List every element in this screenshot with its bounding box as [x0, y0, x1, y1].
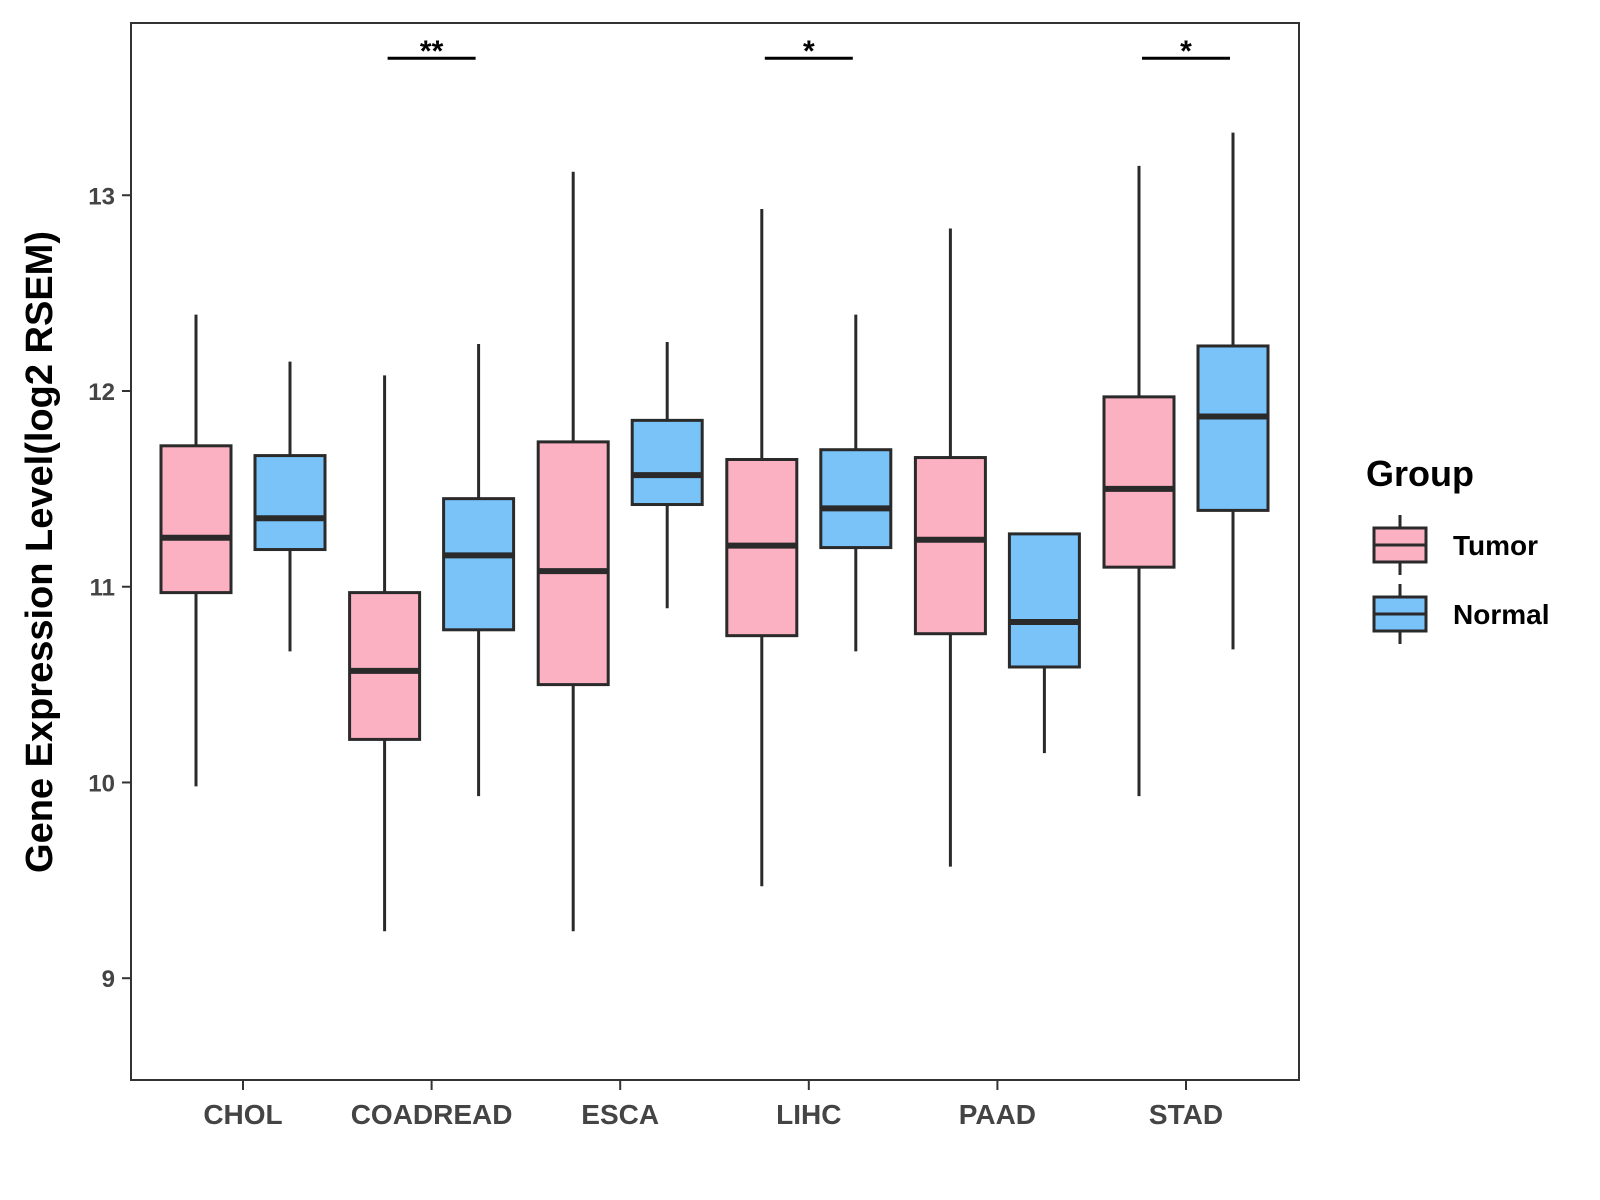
y-axis: 9 10 11 12 13 — [88, 183, 131, 993]
legend-item-normal: Normal — [1372, 584, 1549, 644]
box-tumor-lihc — [725, 208, 799, 887]
y-tick-label: 13 — [88, 183, 115, 210]
x-tick-label-esca: ESCA — [581, 1099, 659, 1130]
box-series — [159, 132, 1270, 932]
significance-label: ** — [420, 35, 444, 68]
box-tumor-coadread — [348, 375, 422, 932]
x-tick-label-chol: CHOL — [203, 1099, 282, 1130]
legend-label: Tumor — [1453, 530, 1538, 561]
box-body — [253, 454, 327, 552]
x-tick-label-lihc: LIHC — [776, 1099, 841, 1130]
legend-title: Group — [1366, 453, 1474, 494]
legend: Group Tumor Normal — [1366, 453, 1549, 644]
box-normal-coadread — [442, 344, 516, 797]
box-body — [348, 591, 422, 741]
box-body — [819, 448, 893, 550]
box-body — [1196, 344, 1270, 512]
box-normal-esca — [630, 342, 704, 609]
box-body — [159, 444, 233, 595]
y-tick-label: 12 — [88, 379, 115, 406]
significance-label: * — [803, 35, 815, 68]
legend-label: Normal — [1453, 599, 1549, 630]
box-body — [442, 497, 516, 632]
box-body — [1007, 532, 1081, 669]
box-body — [536, 440, 610, 687]
box-normal-lihc — [819, 314, 893, 652]
box-body — [913, 456, 987, 636]
box-normal-chol — [253, 361, 327, 652]
box-normal-stad — [1196, 132, 1270, 650]
significance-annotations: ** * * — [387, 35, 1230, 68]
box-tumor-esca — [536, 171, 610, 932]
box-tumor-chol — [159, 314, 233, 787]
y-tick-label: 9 — [102, 966, 115, 993]
y-axis-title: Gene Expression Level(log2 RSEM) — [19, 231, 61, 873]
y-tick-label: 10 — [88, 770, 115, 797]
box-tumor-paad — [913, 228, 987, 867]
x-tick-label-coadread: COADREAD — [351, 1099, 513, 1130]
x-tick-label-stad: STAD — [1149, 1099, 1223, 1130]
x-axis: CHOL COADREAD ESCA LIHC PAAD STAD — [203, 1080, 1223, 1130]
box-normal-paad — [1007, 532, 1081, 754]
y-tick-label: 11 — [90, 575, 115, 602]
box-body — [630, 418, 704, 507]
significance-label: * — [1180, 35, 1192, 68]
box-body — [1102, 395, 1176, 569]
box-tumor-stad — [1102, 165, 1176, 797]
legend-item-tumor: Tumor — [1372, 515, 1538, 575]
x-tick-label-paad: PAAD — [959, 1099, 1036, 1130]
